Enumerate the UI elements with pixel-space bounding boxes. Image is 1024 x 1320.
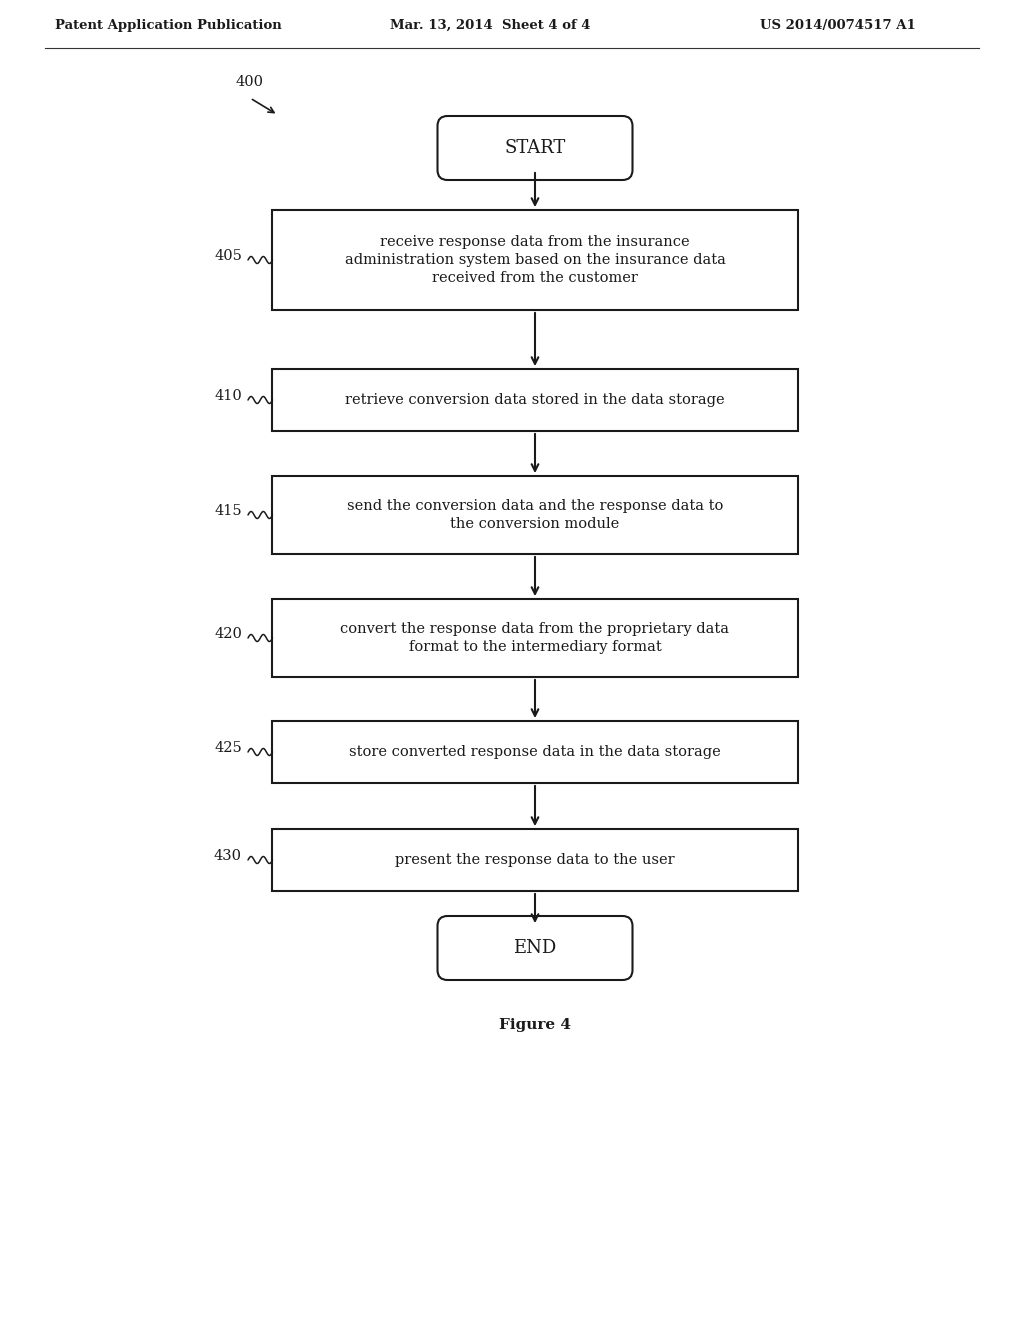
Text: Mar. 13, 2014  Sheet 4 of 4: Mar. 13, 2014 Sheet 4 of 4 (390, 18, 591, 32)
Bar (272, 370, 798, 432)
Bar (272, 477, 798, 554)
Text: Patent Application Publication: Patent Application Publication (55, 18, 282, 32)
Bar (272, 210, 798, 310)
Text: convert the response data from the proprietary data
format to the intermediary f: convert the response data from the propr… (341, 622, 729, 655)
Text: END: END (513, 939, 557, 957)
Text: present the response data to the user: present the response data to the user (395, 853, 675, 867)
Bar (272, 721, 798, 783)
Bar (272, 829, 798, 891)
Text: Figure 4: Figure 4 (499, 1018, 571, 1032)
Text: 430: 430 (214, 849, 242, 863)
Text: US 2014/0074517 A1: US 2014/0074517 A1 (760, 18, 915, 32)
Text: send the conversion data and the response data to
the conversion module: send the conversion data and the respons… (347, 499, 723, 531)
FancyBboxPatch shape (437, 116, 633, 180)
Text: 425: 425 (214, 741, 242, 755)
Text: store converted response data in the data storage: store converted response data in the dat… (349, 744, 721, 759)
Text: 400: 400 (234, 75, 263, 88)
Text: 415: 415 (214, 504, 242, 517)
Bar (272, 599, 798, 677)
Text: retrieve conversion data stored in the data storage: retrieve conversion data stored in the d… (345, 393, 725, 407)
Text: receive response data from the insurance
administration system based on the insu: receive response data from the insurance… (344, 235, 725, 285)
Text: 410: 410 (214, 389, 242, 403)
Text: 405: 405 (214, 249, 242, 263)
FancyBboxPatch shape (437, 916, 633, 979)
Text: START: START (505, 139, 565, 157)
Text: 420: 420 (214, 627, 242, 642)
